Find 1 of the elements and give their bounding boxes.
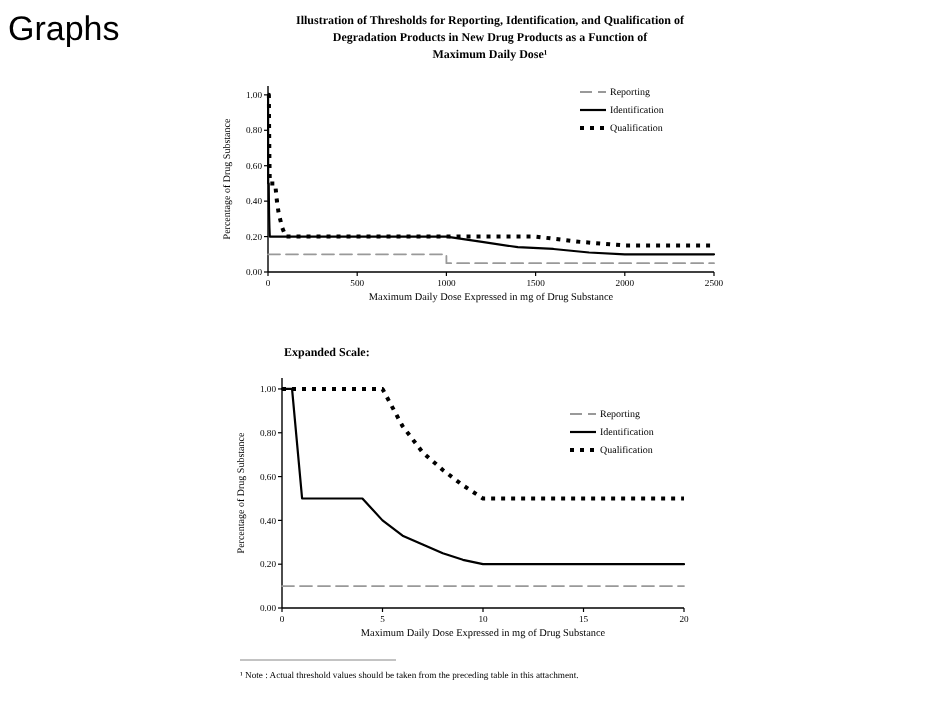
text: Graphs [8, 10, 120, 48]
